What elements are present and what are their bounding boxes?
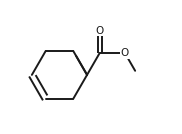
Text: O: O <box>121 48 129 58</box>
Text: O: O <box>96 26 104 36</box>
